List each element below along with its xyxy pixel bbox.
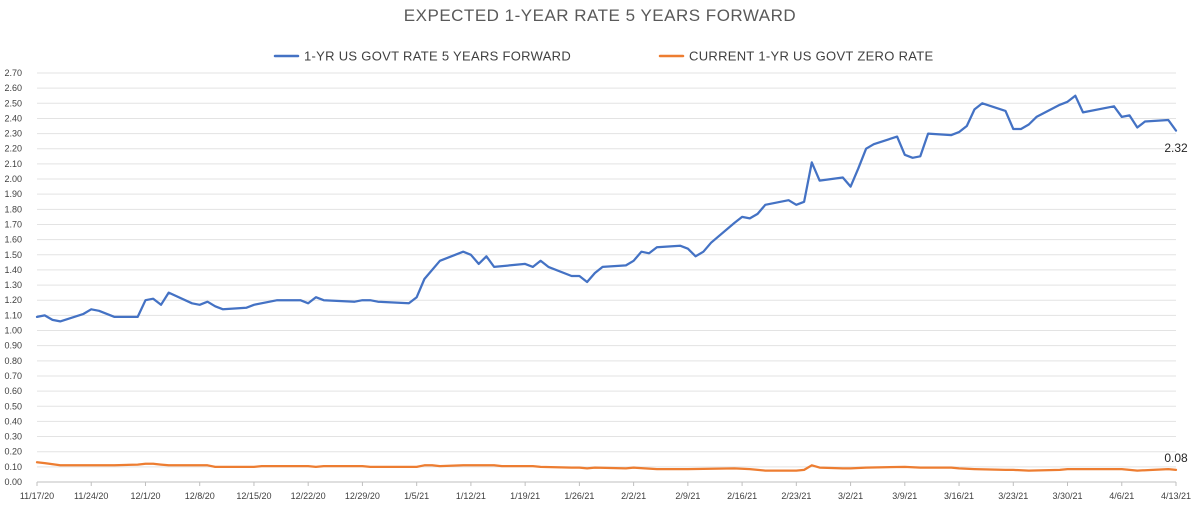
y-tick-label: 0.20: [4, 447, 22, 457]
y-tick-label: 0.60: [4, 386, 22, 396]
x-tick-label: 1/26/21: [564, 491, 594, 501]
y-tick-label: 2.00: [4, 174, 22, 184]
y-tick-label: 2.10: [4, 159, 22, 169]
x-tick-label: 1/5/21: [404, 491, 429, 501]
x-tick-label: 11/24/20: [74, 491, 108, 501]
x-tick-label: 3/2/21: [838, 491, 863, 501]
x-tick-label: 12/15/20: [236, 491, 271, 501]
x-tick-label: 1/12/21: [456, 491, 486, 501]
x-tick-label: 12/22/20: [291, 491, 326, 501]
y-tick-label: 1.30: [4, 280, 22, 290]
legend-entry-zero-rate: CURRENT 1-YR US GOVT ZERO RATE: [658, 49, 934, 64]
x-tick-label: 4/13/21: [1161, 491, 1191, 501]
x-tick-label: 3/9/21: [892, 491, 917, 501]
x-tick-label: 12/8/20: [185, 491, 215, 501]
y-tick-label: 0.40: [4, 416, 22, 426]
y-tick-label: 1.10: [4, 310, 22, 320]
y-tick-label: 1.50: [4, 250, 22, 260]
legend-label-zero-rate: CURRENT 1-YR US GOVT ZERO RATE: [689, 49, 934, 64]
y-tick-label: 0.70: [4, 371, 22, 381]
y-tick-label: 0.30: [4, 432, 22, 442]
y-tick-label: 1.60: [4, 235, 22, 245]
y-tick-label: 2.40: [4, 113, 22, 123]
x-axis: 11/17/20 11/24/20 12/1/20 12/8/20 12/15/20 12…: [20, 481, 1191, 501]
series-line-forward: [35, 94, 1178, 323]
x-tick-label: 12/1/20: [130, 491, 160, 501]
y-tick-label: 0.50: [4, 401, 22, 411]
y-tick-label: 1.80: [4, 204, 22, 214]
y-axis: 0.00 0.10 0.20 0.30 0.40 0.50 0.60 0.70 0.80 0.90…: [4, 68, 22, 487]
chart-title: EXPECTED 1-YEAR RATE 5 YEARS FORWARD: [404, 6, 796, 25]
x-tick-label: 3/16/21: [944, 491, 974, 501]
x-tick-label: 3/23/21: [998, 491, 1028, 501]
end-label-forward: 2.32: [1164, 141, 1188, 155]
x-tick-label: 2/16/21: [727, 491, 757, 501]
y-tick-label: 0.00: [4, 477, 22, 487]
series-line-zero-rate: [35, 461, 1178, 472]
y-tick-label: 1.70: [4, 219, 22, 229]
y-tick-label: 2.60: [4, 83, 22, 93]
y-tick-label: 1.90: [4, 189, 22, 199]
legend-label-forward: 1-YR US GOVT RATE 5 YEARS FORWARD: [304, 49, 571, 64]
y-tick-label: 1.00: [4, 326, 22, 336]
y-tick-label: 0.10: [4, 462, 22, 472]
y-tick-label: 0.90: [4, 341, 22, 351]
y-tick-label: 0.80: [4, 356, 22, 366]
y-tick-label: 2.50: [4, 98, 22, 108]
legend: 1-YR US GOVT RATE 5 YEARS FORWARD CURREN…: [273, 49, 934, 64]
x-tick-label: 2/2/21: [621, 491, 646, 501]
x-tick-label: 12/29/20: [345, 491, 380, 501]
end-label-zero-rate: 0.08: [1164, 451, 1188, 465]
y-tick-label: 2.30: [4, 129, 22, 139]
x-tick-label: 2/23/21: [781, 491, 811, 501]
y-tick-label: 2.70: [4, 68, 22, 78]
y-tick-label: 2.20: [4, 144, 22, 154]
x-tick-label: 1/19/21: [510, 491, 540, 501]
series-layer: [35, 94, 1178, 472]
x-tick-label: 4/6/21: [1109, 491, 1134, 501]
x-tick-label: 11/17/20: [20, 491, 54, 501]
x-tick-label: 2/9/21: [675, 491, 700, 501]
y-tick-label: 1.20: [4, 295, 22, 305]
y-tick-label: 1.40: [4, 265, 22, 275]
legend-entry-forward: 1-YR US GOVT RATE 5 YEARS FORWARD: [273, 49, 571, 64]
gridlines: [37, 72, 1176, 468]
x-tick-label: 3/30/21: [1053, 491, 1083, 501]
